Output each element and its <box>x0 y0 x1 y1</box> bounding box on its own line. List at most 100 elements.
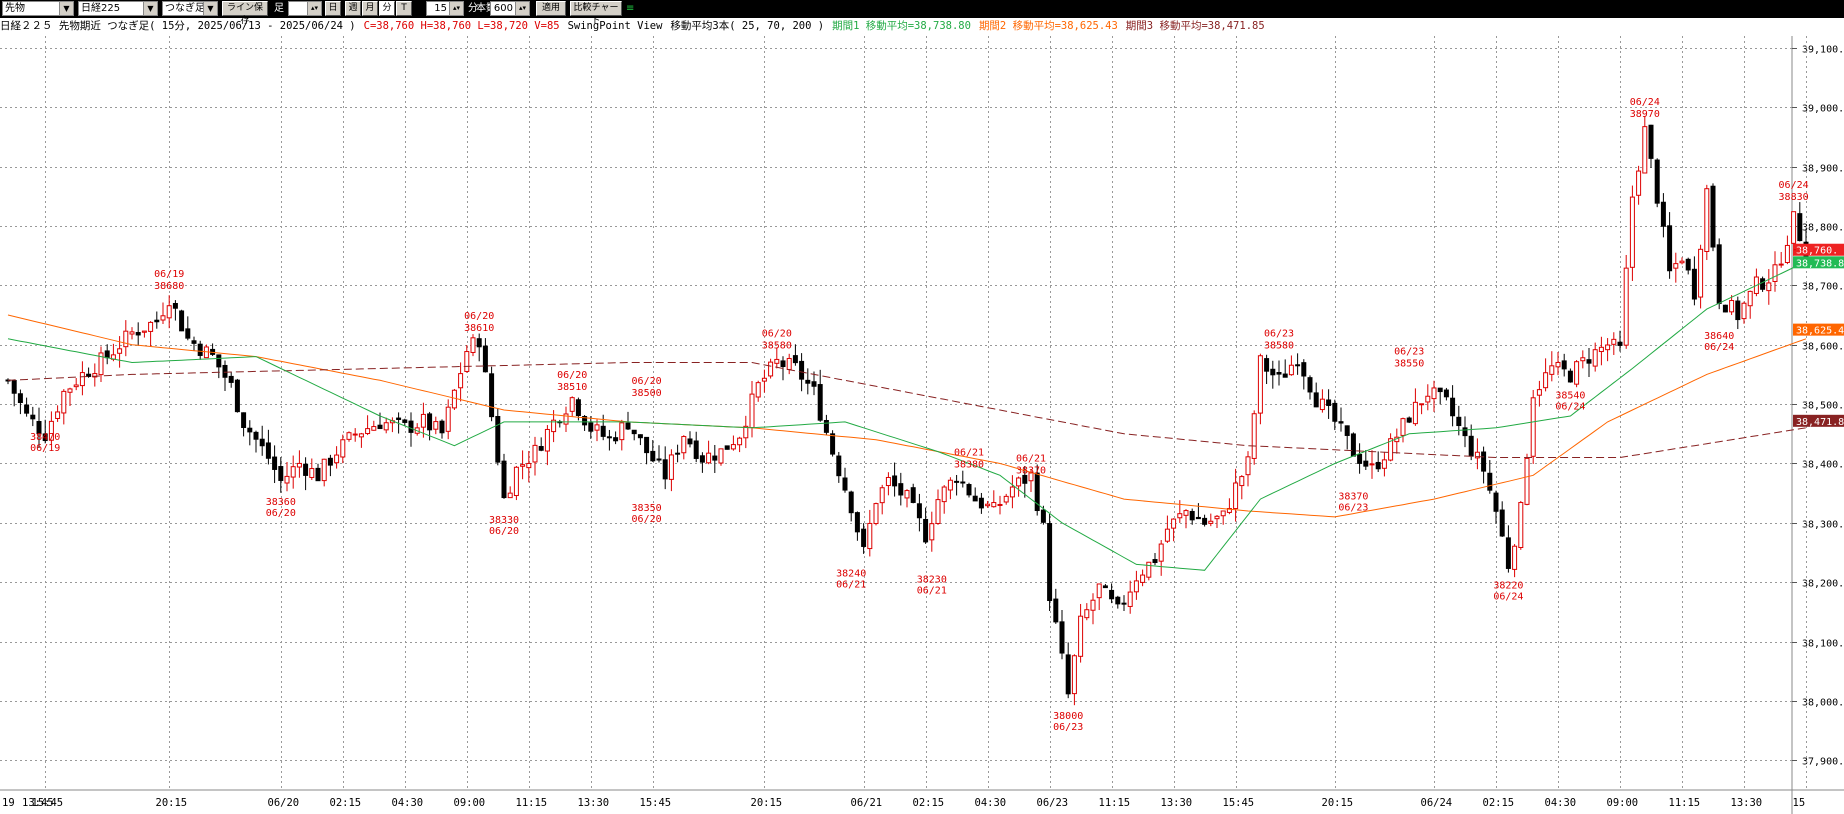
candle-body <box>1685 258 1691 271</box>
chevron-down-icon[interactable]: ▼ <box>143 2 157 15</box>
swing-date-label: 06/23 <box>1338 502 1368 513</box>
candle-body <box>978 497 984 509</box>
compare-chart-button[interactable]: 比較チャート <box>570 1 622 26</box>
candle-body <box>575 399 581 417</box>
candle-body <box>1574 361 1580 385</box>
candle-body <box>352 433 358 436</box>
candle-body <box>1617 341 1623 346</box>
candle-body <box>1338 421 1344 424</box>
candle-body <box>1729 300 1735 313</box>
candle-body <box>749 393 755 428</box>
symbol-select[interactable]: 日経225 ▼ <box>78 1 158 16</box>
candle-body <box>1059 621 1065 654</box>
market-select-value: 先物 <box>5 3 25 14</box>
candle-body <box>1722 304 1728 313</box>
candle-body <box>1208 520 1214 524</box>
candle-body <box>160 315 166 321</box>
candle-body <box>272 456 278 470</box>
candle-body <box>910 487 916 503</box>
candle-body <box>247 427 253 433</box>
candle-body <box>92 373 98 378</box>
candle-body <box>1102 585 1108 589</box>
y-tick-label: 37,900. <box>1802 757 1844 768</box>
y-tick-label: 38,800. <box>1802 223 1844 234</box>
ashi-spinner[interactable]: ▴▾ <box>288 1 322 16</box>
candle-body <box>743 425 749 439</box>
period-button-0[interactable]: 日 <box>325 1 341 16</box>
candle-body <box>98 352 104 376</box>
candle-body <box>1375 461 1381 470</box>
candle-body <box>197 343 203 356</box>
symbol-select-value: 日経225 <box>81 3 121 14</box>
candle-body <box>972 495 978 502</box>
x-tick-label: 06/20 <box>268 797 300 809</box>
candle-body <box>625 422 631 430</box>
y-tick-label: 38,300. <box>1802 520 1844 531</box>
swing-date-label: 06/24 <box>1779 180 1809 191</box>
candle-body <box>1425 395 1431 403</box>
candle-body <box>1592 349 1598 367</box>
candle-body <box>1109 589 1115 600</box>
candle-body <box>1233 482 1239 510</box>
x-tick-label: 13:30 <box>578 797 610 809</box>
candle-body <box>1791 211 1797 244</box>
period-button-3[interactable]: 分 <box>379 1 395 16</box>
spinner-icon[interactable]: ▴▾ <box>515 2 529 15</box>
y-tick-label: 38,000. <box>1802 698 1844 709</box>
x-tick-label: 13:45 <box>22 797 54 809</box>
period-button-1[interactable]: 週 <box>345 1 361 16</box>
candle-body <box>1022 474 1028 484</box>
interval-input[interactable]: 15 ▴▾ <box>426 1 464 16</box>
candle-body <box>402 419 408 423</box>
swing-date-label: 06/23 <box>1053 722 1083 733</box>
line-save-button[interactable]: ライン保存 <box>222 1 268 26</box>
candle-body <box>1220 510 1226 517</box>
candle-body <box>1536 389 1542 396</box>
x-tick-label: 06/23 <box>1037 797 1069 809</box>
candle-body <box>1499 509 1505 537</box>
market-select[interactable]: 先物 ▼ <box>2 1 74 16</box>
ma3-line <box>7 362 1807 458</box>
period-button-2[interactable]: 月 <box>362 1 378 16</box>
price-tag <box>1793 243 1844 256</box>
candle-body <box>1474 451 1480 459</box>
candle-body <box>73 384 79 388</box>
swing-value-label: 38500 <box>632 388 662 399</box>
candle-body <box>1127 591 1133 607</box>
candle-body <box>991 502 997 508</box>
candle-body <box>551 419 557 433</box>
swing-date-label: 06/24 <box>1704 342 1734 353</box>
spinner-icon[interactable]: ▴▾ <box>307 2 321 15</box>
period-button-4[interactable]: T <box>396 1 412 16</box>
candle-body <box>1735 300 1741 321</box>
candle-body <box>55 411 61 419</box>
candle-body <box>923 518 929 543</box>
candle-body <box>482 345 488 373</box>
candle-body <box>1115 596 1121 605</box>
candle-body <box>1673 263 1679 269</box>
candle-body <box>1288 364 1294 376</box>
candle-body <box>675 452 681 455</box>
candle-body <box>594 424 600 431</box>
chain-select[interactable]: つなぎ足 ▼ <box>162 1 218 16</box>
candle-body <box>693 440 699 459</box>
candle-body <box>799 360 805 380</box>
menu-lines-icon[interactable]: ≡ <box>626 3 635 14</box>
apply-button[interactable]: 適用 <box>536 1 566 16</box>
chevron-down-icon[interactable]: ▼ <box>203 2 217 15</box>
candle-body <box>1512 545 1518 570</box>
bars-input[interactable]: 600 ▴▾ <box>490 1 530 16</box>
candle-body <box>1456 416 1462 427</box>
ohlc-readout: C=38,760 H=38,760 L=38,720 V=85 <box>363 20 560 32</box>
swing-date-label: 06/20 <box>489 526 519 537</box>
candle-body <box>377 424 383 430</box>
chevron-down-icon[interactable]: ▼ <box>59 2 73 15</box>
spinner-icon[interactable]: ▴▾ <box>449 2 463 15</box>
candle-body <box>154 319 160 323</box>
candle-body <box>501 460 507 499</box>
candle-body <box>1623 267 1629 346</box>
x-tick-label: 20:15 <box>751 797 783 809</box>
candle-body <box>1518 502 1524 549</box>
